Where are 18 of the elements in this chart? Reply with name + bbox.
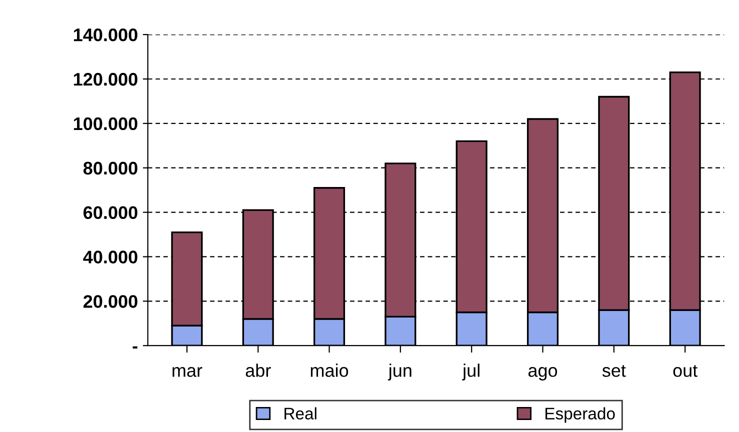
y-tick-label: 60.000 [84, 206, 138, 220]
x-tick-label: mar [172, 367, 202, 377]
y-tick-label: 140.000 [74, 28, 138, 42]
y-tick-label: 120.000 [74, 72, 138, 86]
y-tick-label: 40.000 [83, 250, 138, 264]
y-tick-label: 100.000 [74, 117, 138, 130]
x-tick-label: set [602, 365, 626, 377]
x-tick-label: maio [310, 364, 348, 377]
x-tick-label: jun [388, 364, 412, 380]
x-tick-label: abr [246, 364, 271, 377]
legend-label: Real [284, 407, 316, 420]
x-tick-label: out [673, 365, 698, 377]
x-tick-label: jul [462, 364, 480, 380]
x-tick-label: ago [528, 367, 558, 380]
y-tick-label: - [132, 346, 138, 349]
y-tick-label: 80.000 [83, 162, 138, 175]
legend-label: Esperado [546, 407, 615, 423]
y-tick-label: 20.000 [83, 295, 138, 308]
